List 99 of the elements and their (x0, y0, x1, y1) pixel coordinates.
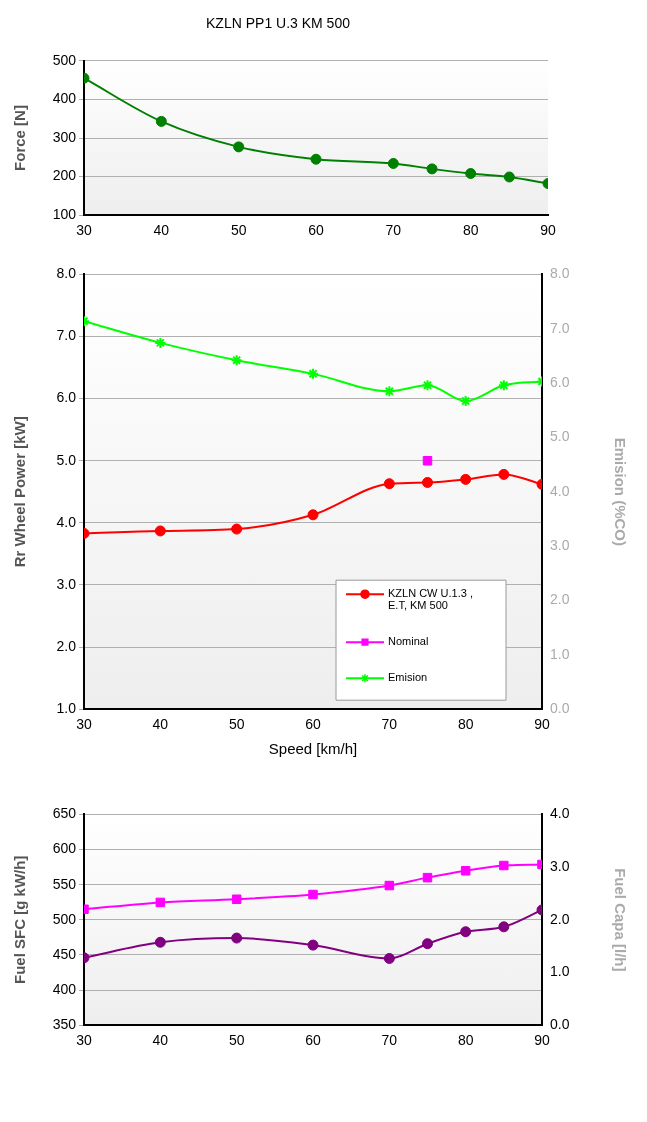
y-tick-label: 500 (52, 51, 77, 68)
x-tick-label: 90 (534, 716, 550, 733)
y-tick-label: 650 (52, 805, 77, 822)
y2-tick-label: 7.0 (550, 319, 570, 336)
y-tick-label: 500 (52, 910, 77, 927)
y2-tick-label: 2.0 (550, 910, 570, 927)
point (154, 525, 166, 537)
y-tick-label: 5.0 (56, 451, 77, 468)
y-tick-label: 2.0 (56, 637, 77, 654)
point (422, 938, 433, 950)
x-tick-label: 30 (76, 716, 92, 733)
x-tick-label: 30 (76, 222, 92, 239)
point (155, 115, 167, 127)
point (498, 921, 510, 933)
y-tick-label: 6.0 (56, 389, 77, 406)
y-axis-title: Force [N] (11, 105, 29, 171)
y-tick-label: 1.0 (56, 700, 77, 717)
point (307, 939, 319, 951)
point (231, 523, 243, 535)
point (310, 153, 322, 165)
y-tick-label: 100 (52, 206, 77, 223)
point (497, 379, 510, 392)
x-tick-label: 80 (462, 222, 479, 239)
point (155, 897, 166, 908)
point (503, 171, 515, 183)
x-tick-label: 90 (534, 1032, 550, 1049)
point (421, 379, 434, 392)
chart-title: KZLN PP1 U.3 KM 500 (206, 15, 351, 32)
x-tick-label: 70 (385, 222, 402, 239)
y-tick-label: 3.0 (56, 575, 77, 592)
point (307, 367, 319, 380)
point (465, 168, 477, 180)
x-tick-label: 50 (230, 222, 247, 239)
point (422, 872, 433, 883)
legend-label: Nominal (388, 635, 429, 648)
x-tick-label: 30 (76, 1032, 92, 1049)
y2-tick-label: 0.0 (550, 700, 570, 717)
y-tick-label: 300 (52, 128, 77, 145)
point (383, 478, 395, 490)
point (154, 936, 166, 948)
point (231, 894, 242, 904)
y2-tick-label: 1.0 (550, 963, 570, 980)
y2-tick-label: 3.0 (550, 857, 570, 874)
y-tick-label: 8.0 (56, 265, 77, 282)
x-tick-label: 40 (153, 222, 170, 239)
y-tick-label: 450 (52, 945, 77, 962)
point (499, 860, 509, 871)
legend-label: Emision (388, 671, 428, 684)
point (230, 354, 243, 367)
point (231, 932, 243, 944)
y2-tick-label: 5.0 (550, 428, 570, 445)
point (460, 473, 472, 485)
x-tick-label: 50 (228, 1032, 245, 1049)
y-tick-label: 600 (52, 840, 77, 857)
x-tick-label: 60 (305, 716, 321, 733)
y-tick-label: 400 (52, 980, 77, 997)
y-tick-label: 550 (52, 875, 77, 892)
y-tick-label: 7.0 (56, 327, 77, 344)
x-tick-label: 40 (152, 1032, 169, 1049)
y-tick-label: 400 (52, 90, 77, 107)
y2-axis-title: Fuel Capa [l/h] (611, 868, 629, 972)
y-axis-title: Rr Wheel Power [kW] (11, 416, 29, 568)
y2-tick-label: 2.0 (550, 591, 570, 608)
point (426, 163, 438, 175)
point (422, 456, 433, 466)
point (233, 141, 245, 153)
y2-tick-label: 4.0 (550, 805, 570, 822)
point (383, 952, 395, 964)
point (308, 889, 318, 900)
x-axis-title: Speed [km/h] (268, 740, 358, 758)
y2-tick-label: 3.0 (550, 537, 570, 554)
point (307, 509, 319, 521)
y2-tick-label: 1.0 (550, 645, 570, 662)
y2-tick-label: 8.0 (550, 265, 570, 282)
point (460, 926, 472, 938)
x-tick-label: 80 (457, 716, 474, 733)
legend-label: KZLN CW U.1.3 , E.T, KM 500 (388, 587, 473, 612)
y-tick-label: 350 (52, 1016, 77, 1033)
y2-tick-label: 0.0 (550, 1016, 570, 1033)
y2-axis-title: Emision (%CO) (611, 437, 629, 546)
x-tick-label: 40 (152, 716, 169, 733)
x-tick-label: 80 (457, 1032, 474, 1049)
x-tick-label: 70 (381, 716, 398, 733)
point (387, 157, 399, 169)
y-tick-label: 200 (52, 167, 77, 184)
x-tick-label: 60 (305, 1032, 321, 1049)
x-tick-label: 60 (308, 222, 324, 239)
point (383, 385, 396, 398)
y-tick-label: 4.0 (56, 513, 77, 530)
y2-tick-label: 6.0 (550, 373, 570, 390)
point (460, 866, 471, 876)
x-tick-label: 90 (540, 222, 556, 239)
point (498, 468, 510, 480)
y-axis-title: Fuel SFC [g kW/h] (11, 855, 29, 984)
x-tick-label: 50 (228, 716, 245, 733)
x-tick-label: 70 (381, 1032, 398, 1049)
point (422, 476, 433, 488)
point (384, 880, 395, 891)
y2-tick-label: 4.0 (550, 482, 570, 499)
